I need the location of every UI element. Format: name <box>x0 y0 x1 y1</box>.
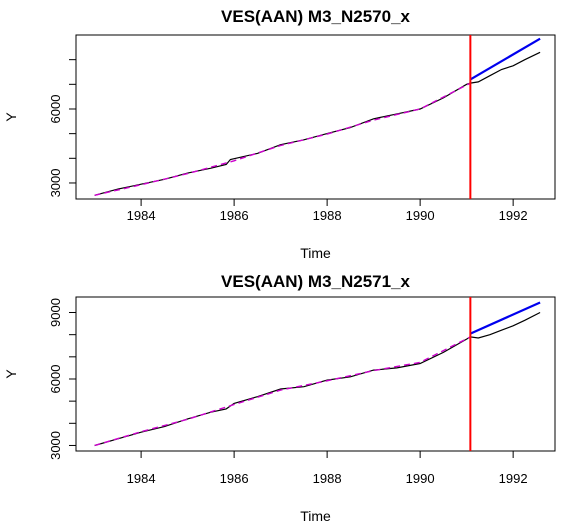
plot-frame <box>75 296 556 452</box>
panel-2: VES(AAN) M3_N2571_x 1984 1986 1988 1990 1992 3… <box>3 272 556 524</box>
chart-title: VES(AAN) M3_N2570_x <box>221 7 411 26</box>
y-tick-label: 3000 <box>48 169 63 198</box>
x-tick-label: 1986 <box>220 471 249 486</box>
x-tick-label: 1988 <box>313 471 342 486</box>
y-axis-label: Y <box>3 369 19 379</box>
series-line-actual <box>94 51 541 196</box>
series-line-forecast <box>469 37 541 81</box>
plot-frame <box>75 34 556 200</box>
x-tick-label: 1986 <box>220 208 249 223</box>
x-tick-label: 1992 <box>499 208 528 223</box>
chart-title: VES(AAN) M3_N2571_x <box>221 272 411 291</box>
x-tick-label: 1990 <box>406 208 435 223</box>
x-tick-label: 1984 <box>127 471 156 486</box>
panel-1: VES(AAN) M3_N2570_x 1984 1986 1988 1990 1992 3… <box>3 7 556 261</box>
x-tick-label: 1990 <box>406 471 435 486</box>
x-tick-label: 1988 <box>313 208 342 223</box>
x-axis-label: Time <box>300 245 331 261</box>
y-tick-label: 6000 <box>48 95 63 124</box>
y-tick-label: 3000 <box>48 431 63 460</box>
series-line-actual <box>94 311 541 447</box>
series-line-fitted <box>94 82 471 196</box>
x-tick-label: 1992 <box>499 471 528 486</box>
x-axis-label: Time <box>300 508 331 524</box>
y-tick-label: 6000 <box>48 365 63 394</box>
y-axis-label: Y <box>3 112 19 122</box>
series-line-fitted <box>94 336 471 447</box>
series-line-forecast <box>469 301 541 335</box>
x-tick-label: 1984 <box>127 208 156 223</box>
y-tick-label: 9000 <box>48 298 63 327</box>
